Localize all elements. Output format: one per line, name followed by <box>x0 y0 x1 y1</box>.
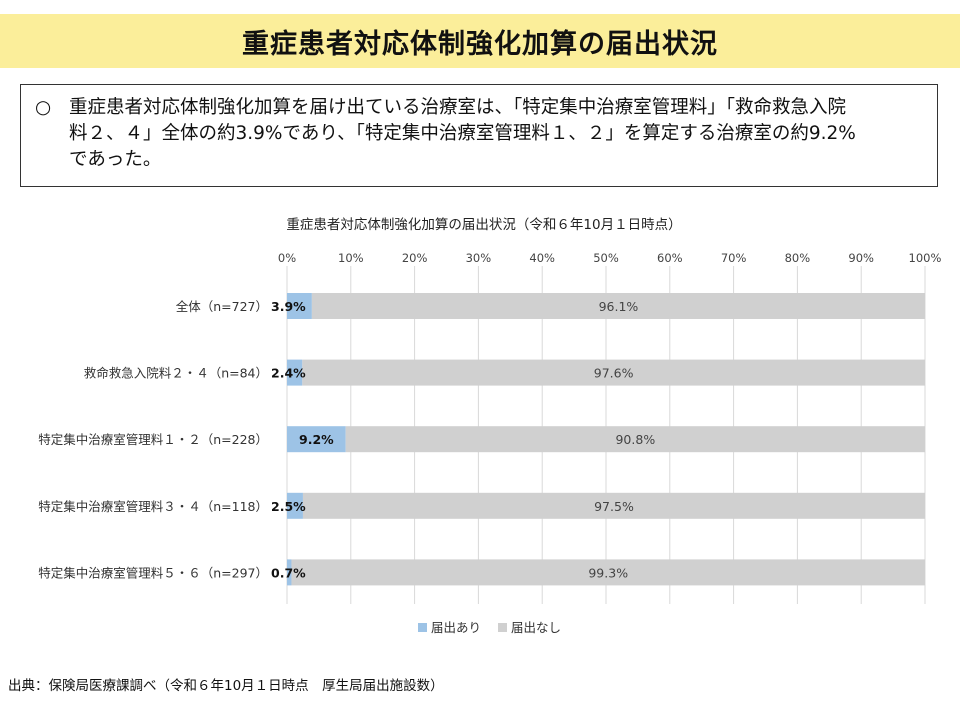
legend-swatch <box>498 623 507 632</box>
x-tick-label: 70% <box>721 251 747 265</box>
category-label: 特定集中治療室管理料５・６（n=297） <box>38 565 268 580</box>
category-label: 特定集中治療室管理料３・４（n=118） <box>38 499 268 514</box>
bullet-circle: ○ <box>35 97 52 118</box>
data-label-not-filed: 96.1% <box>599 299 639 314</box>
x-tick-label: 20% <box>402 251 428 265</box>
x-tick-label: 50% <box>593 251 619 265</box>
x-tick-label: 100% <box>909 251 942 265</box>
x-tick-label: 40% <box>529 251 555 265</box>
summary-line-3: であった。 <box>69 149 162 170</box>
summary-text-1: 重症患者対応体制強化加算を届け出ている治療室は、「特定集中治療室管理料」「救命救… <box>69 97 847 118</box>
bar-segment-filed <box>287 293 312 319</box>
legend-label: 届出あり <box>431 620 481 635</box>
page-title: 重症患者対応体制強化加算の届出状況 <box>242 28 718 60</box>
legend-label: 届出なし <box>511 620 561 635</box>
bar-segment-filed <box>287 492 303 519</box>
bar-segment-filed <box>287 359 303 386</box>
x-tick-label: 60% <box>657 251 683 265</box>
bar-segment-not-filed <box>291 559 925 586</box>
title-band: 重症患者対応体制強化加算の届出状況 <box>0 14 960 68</box>
data-label-not-filed: 97.6% <box>594 366 634 381</box>
bar-layer <box>287 293 926 586</box>
legend-swatch <box>418 623 427 632</box>
category-labels: 全体（n=727） 救命救急入院料２・４（n=84） 特定集中治療室管理料１・２（n… <box>38 299 268 580</box>
bar-segment-not-filed <box>311 293 926 319</box>
x-tick-label: 90% <box>848 251 874 265</box>
x-tick-label: 10% <box>338 251 364 265</box>
chart-title: 重症患者対応体制強化加算の届出状況（令和６年10月１日時点） <box>286 217 681 233</box>
data-label-filed: 9.2% <box>299 432 334 447</box>
data-labels: 3.9% 96.1% 2.4% 97.6% 9.2% 90.8% 2.5% 97.5% 0.7%… <box>271 299 655 580</box>
source-note: 出典：保険局医療課調べ（令和６年10月１日時点 厚生局届出施設数） <box>8 678 444 694</box>
stacked-bar-chart: 重症患者対応体制強化加算の届出状況（令和６年10月１日時点） 0% 10% 20% 3… <box>38 217 942 635</box>
bar-segment-filed <box>287 426 346 453</box>
data-label-filed: 3.9% <box>271 299 306 314</box>
x-tick-label: 30% <box>466 251 492 265</box>
category-label: 救命救急入院料２・４（n=84） <box>84 366 268 381</box>
summary-line-1: ○ 重症患者対応体制強化加算を届け出ている治療室は、「特定集中治療室管理料」「救命… <box>35 95 923 121</box>
x-tick-label: 0% <box>278 251 296 265</box>
bar-segment-not-filed <box>302 359 925 386</box>
x-tick-labels: 0% 10% 20% 30% 40% 50% 60% 70% 80% 90% 100% <box>278 251 942 265</box>
category-label: 特定集中治療室管理料１・２（n=228） <box>38 432 268 447</box>
bar-segment-filed <box>287 559 292 586</box>
summary-box: ○ 重症患者対応体制強化加算を届け出ている治療室は、「特定集中治療室管理料」「救命… <box>20 84 938 187</box>
data-label-filed: 2.4% <box>271 366 306 381</box>
legend: 届出あり 届出なし <box>418 620 561 635</box>
data-label-filed: 2.5% <box>271 499 306 514</box>
x-tick-label: 80% <box>785 251 811 265</box>
category-label: 全体（n=727） <box>176 299 268 314</box>
bar-segment-not-filed <box>345 426 925 453</box>
data-label-filed: 0.7% <box>271 565 306 580</box>
bar-segment-not-filed <box>302 492 925 519</box>
data-label-not-filed: 97.5% <box>594 499 634 514</box>
data-label-not-filed: 90.8% <box>615 432 655 447</box>
data-label-not-filed: 99.3% <box>588 565 628 580</box>
summary-line-2: 料２、４」全体の約3.9%であり、「特定集中治療室管理料１、２」を算定する治療室… <box>69 123 856 144</box>
